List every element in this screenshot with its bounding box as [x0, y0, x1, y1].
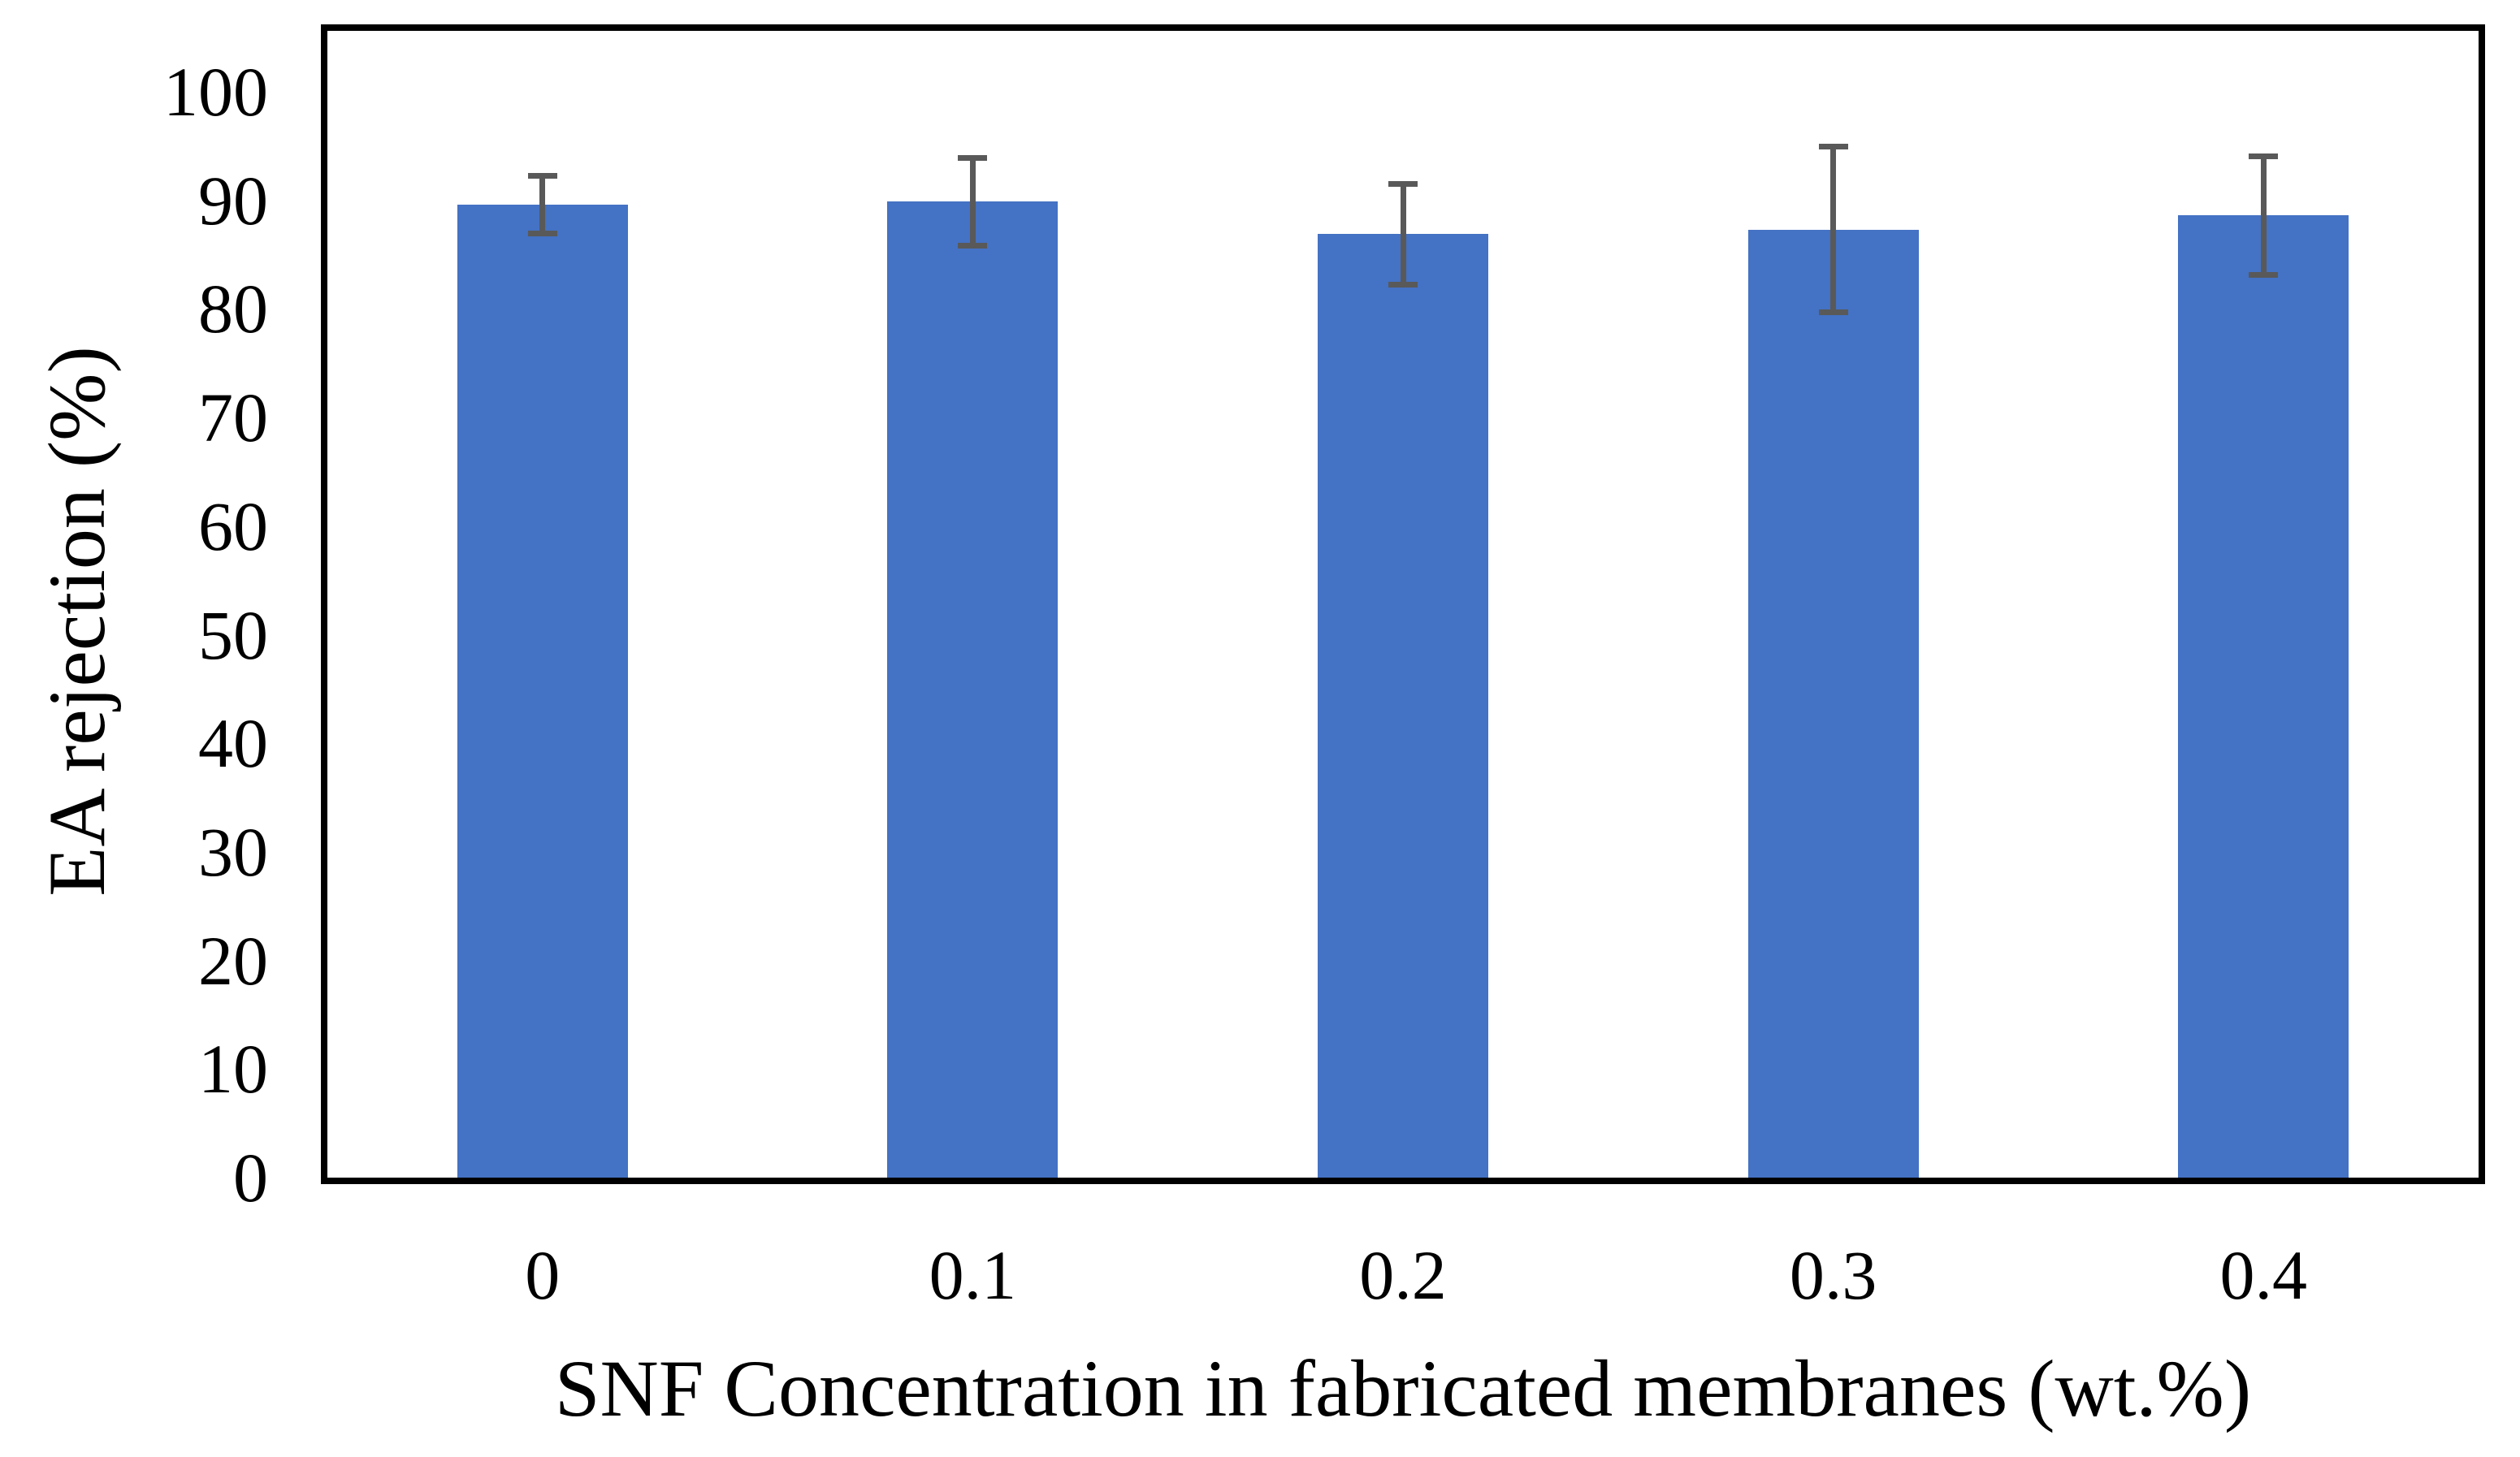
- error-bar-line: [969, 154, 976, 249]
- bar-0.2: [1318, 234, 1488, 1178]
- error-bar-cap-top: [2249, 153, 2279, 160]
- y-tick-label-0: 0: [233, 1139, 268, 1217]
- y-tick-label-100: 100: [163, 53, 268, 131]
- x-axis-title: SNF Concentration in fabricated membrane…: [554, 1343, 2252, 1433]
- error-bar-0.3: [1818, 144, 1848, 316]
- y-tick-label-10: 10: [198, 1030, 268, 1109]
- error-bar-0: [527, 173, 557, 236]
- y-tick-label-30: 30: [198, 812, 268, 891]
- error-bar-0.4: [2249, 153, 2279, 278]
- x-tick-label-0.3: 0.3: [1789, 1236, 1877, 1314]
- bar-0.1: [887, 201, 1059, 1178]
- bar-0.3: [1747, 229, 1919, 1178]
- x-tick-label-0.1: 0.1: [929, 1236, 1017, 1314]
- error-bar-cap-bottom: [527, 230, 557, 236]
- x-tick-label-0.4: 0.4: [2219, 1236, 2307, 1314]
- error-bar-cap-top: [527, 173, 557, 179]
- error-bar-line: [539, 173, 546, 236]
- x-tick-label-0: 0: [525, 1236, 561, 1314]
- y-tick-label-60: 60: [198, 486, 268, 565]
- bar-0.4: [2178, 215, 2349, 1178]
- error-bar-line: [2260, 153, 2267, 278]
- y-tick-label-40: 40: [198, 704, 268, 783]
- error-bar-cap-bottom: [2249, 271, 2279, 278]
- error-bar-line: [1830, 144, 1837, 316]
- error-bar-cap-top: [1388, 180, 1418, 187]
- error-bar-0.2: [1388, 180, 1418, 288]
- y-tick-label-90: 90: [198, 161, 268, 240]
- error-bar-cap-bottom: [958, 242, 988, 249]
- error-bar-cap-top: [1818, 144, 1848, 150]
- y-tick-label-70: 70: [198, 378, 268, 457]
- x-tick-label-0.2: 0.2: [1359, 1236, 1447, 1314]
- y-tick-label-20: 20: [198, 921, 268, 1000]
- error-bar-cap-bottom: [1818, 309, 1848, 316]
- error-bar-cap-top: [958, 154, 988, 161]
- error-bar-cap-bottom: [1388, 281, 1418, 288]
- bar-0: [457, 205, 628, 1178]
- error-bar-line: [1400, 180, 1406, 288]
- y-tick-label-80: 80: [198, 270, 268, 348]
- plot-area: [321, 24, 2485, 1184]
- y-tick-label-50: 50: [198, 595, 268, 674]
- error-bar-0.1: [958, 154, 988, 249]
